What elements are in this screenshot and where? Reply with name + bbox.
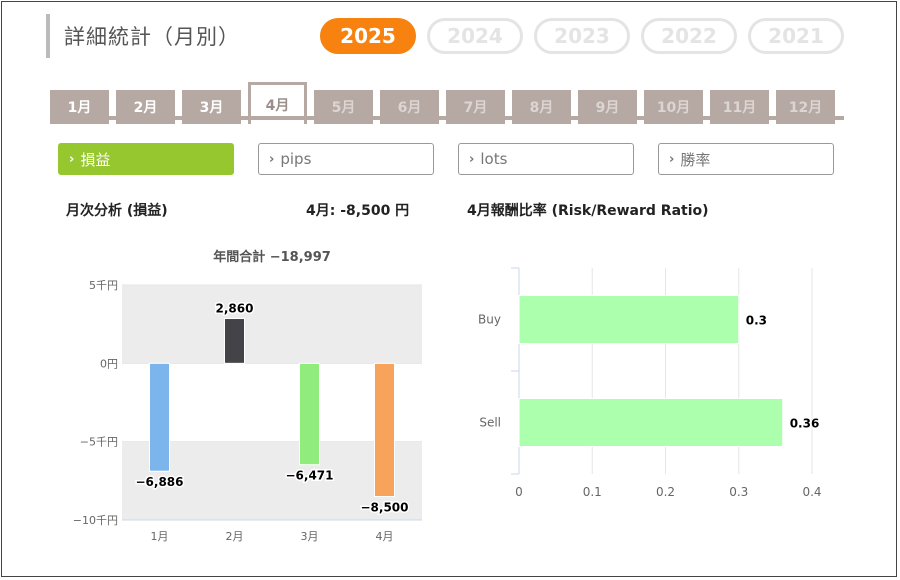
filter-label: 損益 [80, 150, 111, 169]
page-title: 詳細統計（月別） [64, 25, 240, 49]
filter-label: lots [480, 150, 508, 168]
bar-Sell [518, 398, 784, 447]
chevron-right-icon: › [469, 151, 475, 167]
filter-button-1[interactable]: › pips [258, 143, 434, 175]
filter-label: pips [280, 150, 312, 168]
monthly-pnl-chart: 年間合計 −18,997 5千円 0円 −5千円 −10千円 −6,886 1月 2,860 2… [73, 249, 422, 543]
bar-3月 [299, 362, 320, 466]
left-chart-header: 月次分析 (損益) [66, 203, 168, 219]
month-summary: 4月: -8,500 円 [306, 203, 410, 219]
month-tabs-divider [50, 116, 844, 120]
bar-value-label: −6,886 [135, 475, 183, 489]
x-tick-label: 1月 [151, 530, 169, 543]
year-button-2022[interactable]: 2022 [641, 18, 737, 54]
chevron-right-icon: › [669, 151, 675, 167]
bar-value-label: −8,500 [360, 501, 408, 515]
bar-4月 [374, 362, 395, 498]
year-button-2021[interactable]: 2021 [748, 18, 844, 54]
filter-label: 勝率 [680, 150, 711, 169]
chart-title: 年間合計 −18,997 [213, 249, 331, 265]
x-tick-label: 0 [515, 485, 523, 499]
year-button-2024[interactable]: 2024 [427, 18, 523, 54]
metric-filters: › 損益 › pips › lots › 勝率 [58, 143, 834, 175]
chevron-right-icon: › [69, 151, 75, 167]
bar-value-label: −6,471 [285, 469, 333, 483]
y-tick-label: 5千円 [89, 279, 118, 292]
x-tick-label: 2月 [226, 530, 244, 543]
bar-value-label: 0.36 [790, 417, 820, 431]
x-tick-label: 4月 [376, 530, 394, 543]
y-tick-label: −5千円 [80, 436, 118, 449]
bar-1月 [149, 362, 170, 472]
filter-button-2[interactable]: › lots [458, 143, 634, 175]
bar-2月 [224, 318, 245, 364]
y-tick-label: 0円 [100, 357, 118, 370]
y-category-label: Buy [478, 313, 501, 327]
filter-button-0[interactable]: › 損益 [58, 143, 234, 175]
x-tick-label: 0.2 [656, 485, 675, 499]
year-button-2023[interactable]: 2023 [534, 18, 630, 54]
filter-button-3[interactable]: › 勝率 [658, 143, 834, 175]
page-title-wrap: 詳細統計（月別） [46, 14, 240, 58]
risk-reward-chart: 0 0.1 0.2 0.3 0.4 0.3 Buy 0.36 Sell [478, 267, 822, 499]
chevron-right-icon: › [269, 151, 275, 167]
x-tick-label: 3月 [301, 530, 319, 543]
bar-value-label: 2,860 [216, 302, 254, 316]
bar-Buy [518, 295, 740, 344]
year-selector: 2025 2024 2023 2022 2021 [320, 18, 844, 54]
grid-band [122, 441, 422, 520]
grid-band [122, 285, 422, 364]
right-chart-header: 4月報酬比率 (Risk/Reward Ratio) [467, 203, 709, 219]
y-tick-label: −10千円 [73, 514, 118, 527]
y-category-label: Sell [479, 416, 501, 430]
x-tick-label: 0.4 [802, 485, 821, 499]
year-button-2025[interactable]: 2025 [320, 18, 416, 54]
x-tick-label: 0.3 [729, 485, 748, 499]
x-tick-label: 0.1 [583, 485, 602, 499]
bar-value-label: 0.3 [746, 314, 767, 328]
